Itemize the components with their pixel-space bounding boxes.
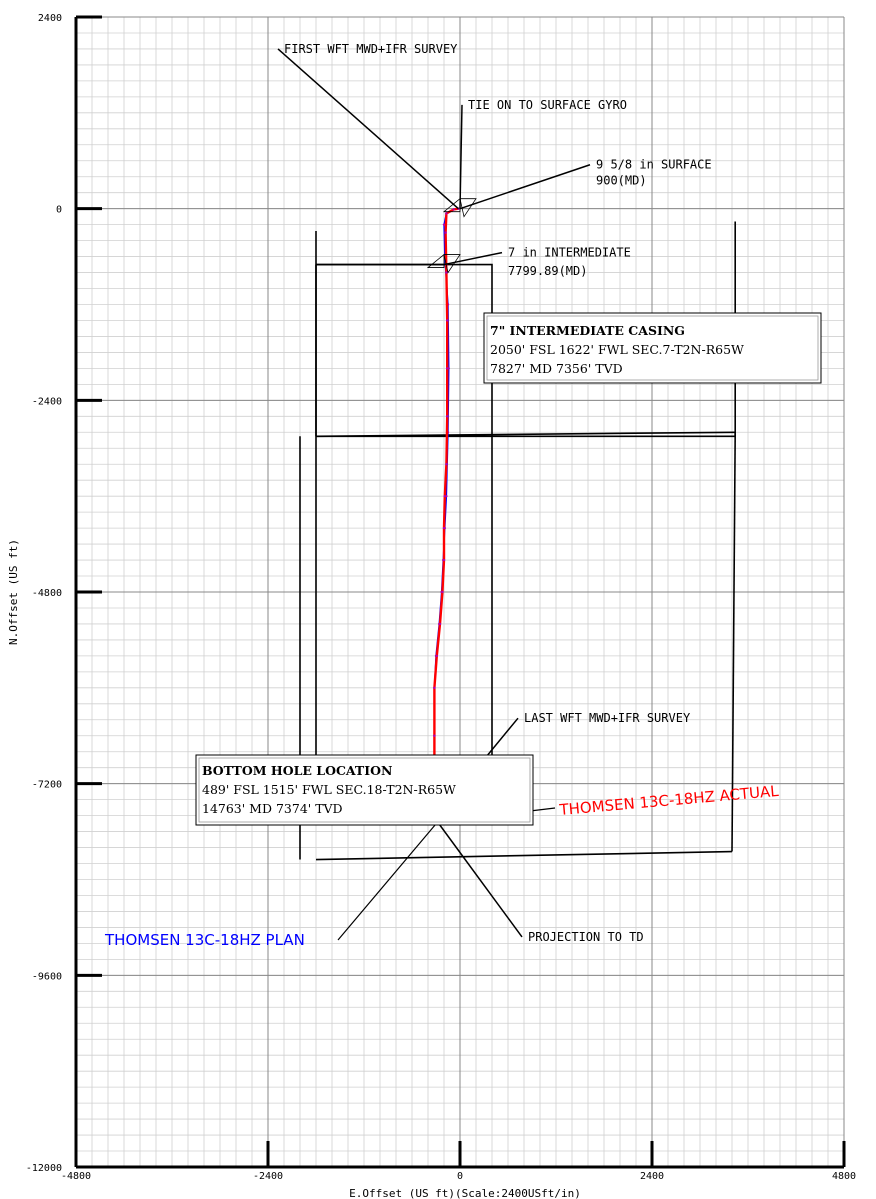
actual-survey-point (441, 590, 444, 594)
y-tick-label: -12000 (26, 1163, 62, 1174)
intermediate-casing-title: 7" INTERMEDIATE CASING (490, 323, 685, 338)
actual-survey-point (444, 231, 447, 234)
actual-survey-point (442, 526, 446, 530)
lease-line (315, 850, 733, 861)
actual-survey-point (433, 686, 436, 690)
y-tick-label: -2400 (32, 396, 62, 407)
annotation-leader (436, 821, 523, 938)
annotation-label: FIRST WFT MWD+IFR SURVEY (284, 42, 458, 56)
casing-marker-left (426, 253, 445, 268)
actual-survey-point (445, 271, 448, 274)
actual-survey-point (446, 319, 449, 322)
y-tick-label: -9600 (32, 971, 62, 982)
actual-survey-point (438, 622, 442, 626)
actual-survey-point (442, 558, 446, 562)
annotation-leader (459, 104, 463, 209)
annotation-label: TIE ON TO SURFACE GYRO (468, 98, 627, 112)
actual-series-label: THOMSEN 13C-18HZ ACTUAL (558, 782, 780, 819)
plan-series-label: THOMSEN 13C-18HZ PLAN (104, 931, 305, 949)
bottom-hole-location: 489' FSL 1515' FWL SEC.18-T2N-R65W (202, 782, 456, 797)
actual-survey-point (433, 734, 436, 737)
bottom-hole-location-box: BOTTOM HOLE LOCATION 489' FSL 1515' FWL … (195, 754, 534, 826)
annotation-label: 7799.89(MD) (508, 264, 587, 278)
intermediate-casing-depth: 7827' MD 7356' TVD (490, 361, 623, 376)
y-tick-label: 2400 (38, 13, 62, 24)
intermediate-casing-box: 7" INTERMEDIATE CASING 2050' FSL 1622' F… (483, 312, 822, 384)
annotation-leader (277, 48, 459, 210)
annotation-leader (459, 164, 591, 210)
actual-survey-point (446, 415, 449, 418)
well-paths (433, 207, 460, 824)
bottom-hole-title: BOTTOM HOLE LOCATION (202, 763, 392, 778)
intermediate-casing-location: 2050' FSL 1622' FWL SEC.7-T2N-R65W (490, 342, 744, 357)
bottom-hole-depth: 14763' MD 7374' TVD (202, 801, 343, 816)
y-tick-label: 0 (56, 205, 62, 216)
annotation-label: 900(MD) (596, 174, 647, 188)
y-axis-title: N.Offset (US ft) (7, 539, 20, 645)
actual-survey-point (445, 463, 448, 466)
actual-survey-point (446, 367, 449, 370)
lease-line (731, 432, 736, 852)
lease-line (315, 431, 736, 438)
x-tick-label: -2400 (253, 1171, 283, 1182)
actual-survey-point (443, 494, 446, 498)
x-tick-label: 4800 (832, 1171, 856, 1182)
x-axis-title: E.Offset (US ft)(Scale:2400USft/in) (349, 1187, 581, 1199)
annotation-leader (443, 251, 503, 266)
annotation-label: PROJECTION TO TD (528, 930, 644, 944)
lease-line (315, 263, 493, 823)
plan-label-leader (337, 821, 439, 941)
x-tick-label: 0 (457, 1171, 463, 1182)
annotation-label: 7 in INTERMEDIATE (508, 246, 631, 260)
actual-survey-point (445, 212, 448, 215)
x-tick-label: -4800 (61, 1171, 91, 1182)
y-tick-label: -7200 (32, 780, 62, 791)
annotation-label: LAST WFT MWD+IFR SURVEY (524, 711, 691, 725)
y-tick-label: -4800 (32, 588, 62, 599)
annotation-label: 9 5/8 in SURFACE (596, 158, 712, 172)
axes (74, 15, 846, 1169)
x-tick-label: 2400 (640, 1171, 664, 1182)
actual-survey-point (435, 654, 438, 658)
actual-series-line (433, 207, 459, 823)
actual-survey-point (452, 208, 455, 211)
plan-survey-point (442, 223, 446, 226)
